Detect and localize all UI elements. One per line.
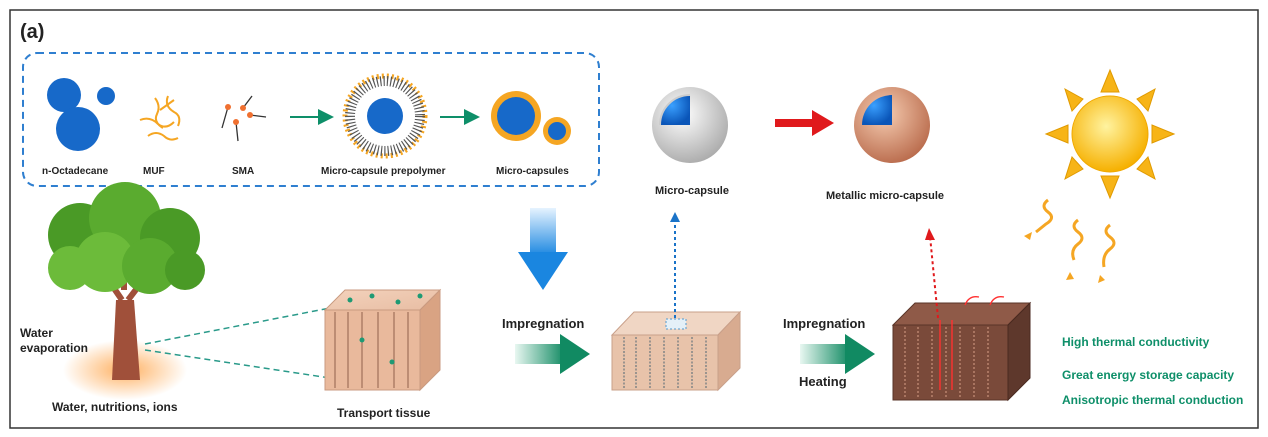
label-impregnation-1: Impregnation bbox=[502, 316, 584, 331]
panel-label: (a) bbox=[20, 21, 44, 43]
ray-tip-2 bbox=[1066, 272, 1074, 280]
blue-dotted-arrow-head bbox=[670, 212, 680, 222]
red-arrow bbox=[775, 110, 834, 136]
property-3: Anisotropic thermal conduction bbox=[1062, 393, 1243, 407]
label-octadecane: n-Octadecane bbox=[42, 166, 109, 177]
label-roots: Water, nutritions, ions bbox=[52, 400, 178, 414]
muf-polymer-icon bbox=[139, 95, 181, 141]
sun-rays-icon bbox=[1035, 198, 1116, 268]
label-water-evaporation: Water evaporation bbox=[20, 326, 88, 355]
property-2: Great energy storage capacity bbox=[1062, 368, 1234, 382]
label-microcapsule: Micro-capsule bbox=[655, 185, 729, 197]
green-arrow-2 bbox=[800, 334, 875, 374]
label-heating: Heating bbox=[799, 374, 847, 389]
dashed-link-top bbox=[144, 307, 331, 345]
label-prepolymer: Micro-capsule prepolymer bbox=[321, 166, 446, 177]
red-dotted-arrow-head bbox=[925, 228, 935, 240]
wood-block-transport bbox=[323, 288, 442, 392]
property-1: High thermal conductivity bbox=[1062, 335, 1210, 349]
microcapsules-icon bbox=[491, 91, 571, 145]
sun-icon bbox=[1044, 68, 1176, 200]
label-microcapsules: Micro-capsules bbox=[496, 166, 569, 177]
microcapsule-sphere bbox=[652, 87, 728, 163]
wood-block-impregnated bbox=[610, 310, 742, 392]
label-sma: SMA bbox=[232, 166, 254, 177]
label-water-evaporation-text: Water bbox=[20, 326, 53, 340]
ray-tip-1 bbox=[1024, 232, 1032, 240]
tree-illustration bbox=[48, 182, 205, 400]
prepolymer-icon bbox=[342, 73, 428, 159]
wood-block-metallic bbox=[891, 295, 1032, 402]
red-dotted-arrow bbox=[929, 235, 939, 319]
dashed-link-bottom bbox=[144, 349, 331, 379]
label-muf: MUF bbox=[143, 166, 165, 177]
metallic-microcapsule-sphere bbox=[854, 87, 930, 163]
blue-down-arrow bbox=[518, 208, 568, 290]
label-water-evaporation-line2: evaporation bbox=[20, 341, 88, 355]
label-metallic-microcapsule: Metallic micro-capsule bbox=[826, 190, 944, 202]
sma-molecule-icon bbox=[221, 95, 267, 142]
green-arrow-1 bbox=[515, 334, 590, 374]
label-impregnation-2: Impregnation bbox=[783, 316, 865, 331]
label-transport-tissue: Transport tissue bbox=[337, 406, 431, 420]
octadecane-droplets bbox=[47, 78, 115, 151]
ray-tip-3 bbox=[1098, 275, 1105, 283]
